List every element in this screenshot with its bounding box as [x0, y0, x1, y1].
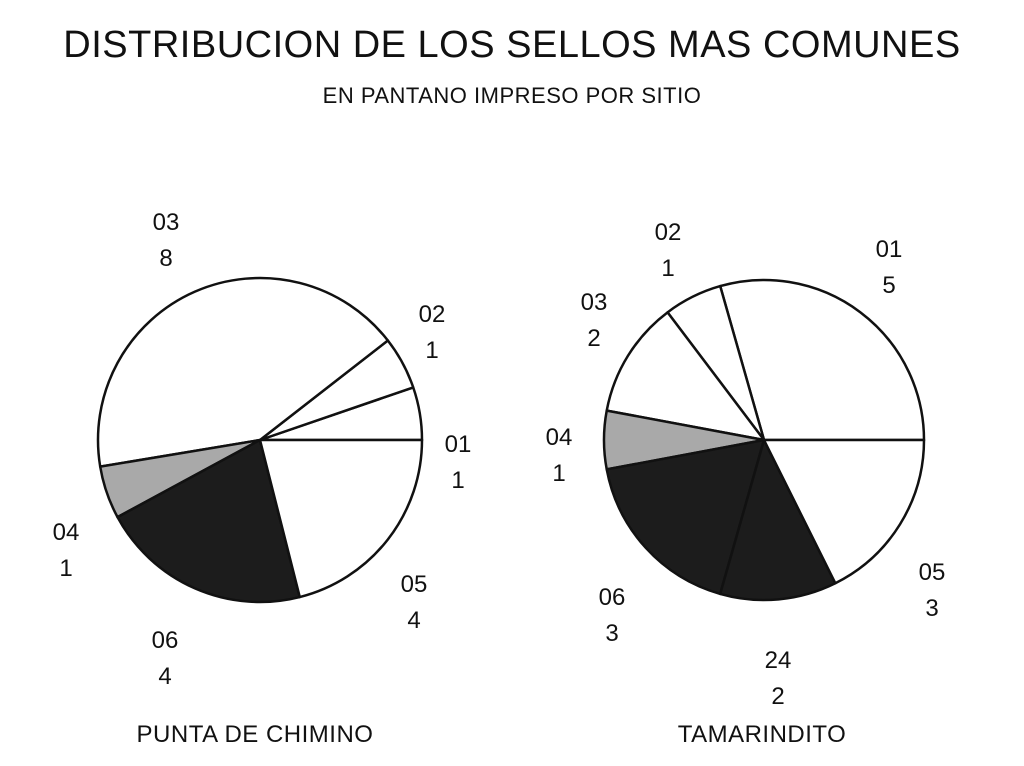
pie-slice-03: [605, 311, 766, 442]
slice-value-label: 5: [882, 272, 895, 299]
pie-chart-name: TAMARINDITO: [678, 721, 847, 748]
slice-category-label: 05: [401, 571, 428, 598]
pie-slice-24: [718, 438, 837, 602]
slice-category-label: 06: [152, 627, 179, 654]
chart-subtitle: EN PANTANO IMPRESO POR SITIO: [322, 83, 702, 108]
slice-category-label: 02: [419, 301, 446, 328]
slice-category-label: 04: [53, 519, 80, 546]
slice-value-label: 4: [407, 607, 420, 634]
pie-slice-06: [605, 438, 766, 596]
pie-chart-name: PUNTA DE CHIMINO: [137, 721, 374, 748]
slice-value-label: 1: [425, 337, 438, 364]
slice-category-label: 05: [919, 559, 946, 586]
slice-category-label: 03: [153, 209, 180, 236]
slice-category-label: 24: [765, 647, 792, 674]
slice-category-label: 02: [655, 219, 682, 246]
pie-slice-01: [718, 278, 926, 442]
slice-value-label: 3: [605, 620, 618, 647]
pie-chart-punta-de-chimino: 01 1 02 1 03 8 04 1 06 4 05 4 PUNTA DE CHIMINO: [53, 209, 472, 748]
slice-category-label: 06: [599, 584, 626, 611]
pie-slice-03: [96, 276, 390, 468]
chart-title: DISTRIBUCION DE LOS SELLOS MAS COMUNES: [63, 24, 961, 66]
slice-value-label: 2: [771, 683, 784, 710]
slice-value-label: 3: [925, 595, 938, 622]
slice-category-label: 03: [581, 289, 608, 316]
slice-value-label: 1: [451, 467, 464, 494]
pie-chart-tamarindito: 01 5 02 1 03 2 04 1 06 3 24 2 05 3 TAMARINDITO: [546, 219, 946, 748]
slice-value-label: 4: [158, 663, 171, 690]
slice-value-label: 1: [59, 555, 72, 582]
pie-slice-05: [762, 438, 926, 585]
slice-value-label: 8: [159, 245, 172, 272]
slice-category-label: 01: [445, 431, 472, 458]
slice-value-label: 2: [587, 325, 600, 352]
slice-value-label: 1: [552, 460, 565, 487]
pie-slice-05: [258, 438, 424, 599]
slice-category-label: 01: [876, 236, 903, 263]
slice-value-label: 1: [661, 255, 674, 282]
slice-category-label: 04: [546, 424, 573, 451]
pie-slice-06: [116, 438, 302, 604]
